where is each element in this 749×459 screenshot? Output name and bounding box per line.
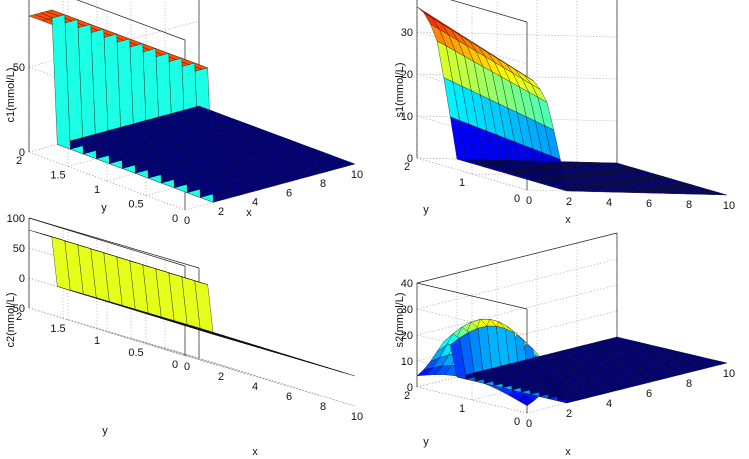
z-tick-label: 40 xyxy=(401,278,413,290)
x-tick-label: 4 xyxy=(606,398,612,410)
y-tick-label: 0 xyxy=(172,359,178,371)
z-axis-label: c1(mmol/L) xyxy=(5,67,17,122)
x-axis-label: x xyxy=(246,207,252,219)
z-axis-label: s2(mmol/L) xyxy=(394,292,406,347)
z-tick-label: 0 xyxy=(407,382,413,394)
y-axis-label: y xyxy=(102,425,108,437)
y-tick-label: 0 xyxy=(514,193,520,205)
z-tick-label: 20 xyxy=(401,330,413,342)
z-tick-label: 30 xyxy=(401,304,413,316)
y-tick-label: 1.5 xyxy=(50,323,65,335)
y-tick-label: 2 xyxy=(16,155,22,167)
y-tick-label: 2 xyxy=(16,311,22,323)
z-tick-label: 10 xyxy=(401,356,413,368)
y-tick-label: 1 xyxy=(459,403,465,415)
x-tick-label: 6 xyxy=(286,391,292,403)
y-tick-label: 1.5 xyxy=(50,170,65,182)
surface-facet xyxy=(416,367,434,377)
z-tick-label: 20 xyxy=(401,69,413,81)
x-tick-label: 10 xyxy=(723,368,735,380)
x-tick-label: 6 xyxy=(286,187,292,199)
x-tick-label: 6 xyxy=(646,198,652,210)
y-tick-label: 1 xyxy=(94,335,100,347)
surface-facet xyxy=(28,14,49,21)
z-axis-label: s1(mmol/L) xyxy=(394,62,406,117)
z-tick-label: 50 xyxy=(13,62,25,74)
y-tick-label: 0 xyxy=(514,416,520,428)
y-tick-label: 1 xyxy=(94,184,100,196)
z-tick-label: 0 xyxy=(19,273,25,285)
z-tick-label: 100 xyxy=(7,213,25,225)
x-axis-label: x xyxy=(252,446,258,458)
z-tick-label: 10 xyxy=(401,111,413,123)
y-axis-label: y xyxy=(423,204,429,216)
x-tick-label: 2 xyxy=(218,206,224,218)
z-tick-label: 30 xyxy=(401,27,413,39)
z-tick-label: 0 xyxy=(407,153,413,165)
x-tick-label: 8 xyxy=(320,401,326,413)
x-tick-label: 10 xyxy=(723,200,735,212)
x-tick-label: 8 xyxy=(686,199,692,211)
z-tick-label: 50 xyxy=(13,243,25,255)
x-tick-label: 10 xyxy=(351,411,363,423)
z-tick-label: -50 xyxy=(9,303,25,315)
x-tick-label: 0 xyxy=(526,195,532,207)
x-tick-label: 0 xyxy=(184,215,190,227)
x-tick-label: 2 xyxy=(218,371,224,383)
x-tick-label: 4 xyxy=(606,197,612,209)
z-tick-label: 0 xyxy=(19,147,25,159)
x-tick-label: 6 xyxy=(646,388,652,400)
y-tick-label: 0 xyxy=(172,213,178,225)
x-tick-label: 2 xyxy=(566,408,572,420)
y-tick-label: 2 xyxy=(404,390,410,402)
surface xyxy=(28,9,356,203)
x-axis-label: x xyxy=(565,446,571,458)
x-tick-label: 2 xyxy=(566,196,572,208)
y-tick-label: 0.5 xyxy=(128,347,143,359)
y-tick-label: 2 xyxy=(404,161,410,173)
x-tick-label: 10 xyxy=(351,169,363,181)
x-axis-label: x xyxy=(565,214,571,226)
x-tick-label: 0 xyxy=(184,361,190,373)
panel-s1: 0246810012010203040xys1(mmol/L) xyxy=(394,0,735,226)
x-tick-label: 8 xyxy=(686,378,692,390)
x-tick-label: 4 xyxy=(252,381,258,393)
surface-facet xyxy=(416,6,433,19)
surface-facet xyxy=(28,229,48,236)
surface xyxy=(416,6,728,196)
y-axis-label: y xyxy=(423,436,429,448)
y-tick-label: 1 xyxy=(459,177,465,189)
x-tick-label: 8 xyxy=(320,178,326,190)
z-axis-label: c2(mmol/L) xyxy=(5,292,17,347)
surface xyxy=(28,229,356,377)
y-tick-label: 0.5 xyxy=(128,199,143,211)
surface xyxy=(416,318,728,406)
x-tick-label: 0 xyxy=(526,418,532,430)
y-axis-label: y xyxy=(101,202,107,214)
x-tick-label: 4 xyxy=(252,197,258,209)
